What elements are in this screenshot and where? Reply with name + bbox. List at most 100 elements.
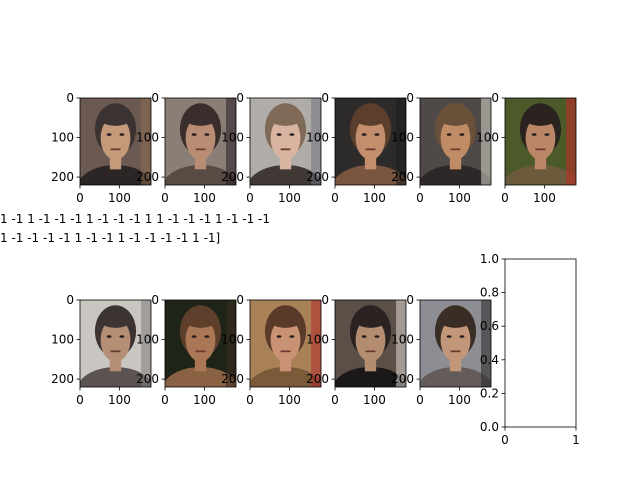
face-photo bbox=[420, 300, 491, 387]
photo-face bbox=[525, 116, 556, 160]
photo-hair-fringe bbox=[523, 108, 558, 126]
photo-background-detail bbox=[141, 300, 151, 387]
photo-neck bbox=[279, 151, 292, 170]
overlay-text-line-2: 1 -1 -1 -1 -1 1 -1 -1 1 -1 -1 -1 -1 1 -1… bbox=[0, 231, 220, 245]
y-tick-label: 100 bbox=[51, 333, 74, 347]
photo-mouth bbox=[280, 148, 291, 151]
photo-neck bbox=[194, 151, 207, 170]
photo-neck bbox=[364, 151, 377, 170]
photo-face bbox=[100, 318, 131, 362]
photo-shoulders bbox=[420, 366, 491, 387]
photo-eye bbox=[119, 133, 125, 136]
y-tick-label: 200 bbox=[136, 170, 159, 184]
empty-axes-panel: 0.0 0.2 0.4 0.6 0.8 1.0 0 1 bbox=[480, 252, 580, 447]
axes-frame bbox=[164, 299, 237, 388]
face-photo bbox=[335, 98, 406, 185]
y-tick-label: 0 bbox=[406, 293, 414, 307]
photo-hair-fringe bbox=[438, 108, 473, 126]
photo-hair-fringe bbox=[268, 310, 303, 328]
photo-shoulders bbox=[165, 366, 236, 387]
photo-background-detail bbox=[311, 300, 321, 387]
photo-eye bbox=[544, 133, 550, 136]
photo-eye bbox=[191, 133, 197, 136]
face-photo bbox=[165, 300, 236, 387]
y-tick-label: 0 bbox=[321, 293, 329, 307]
photo-background-detail bbox=[396, 98, 406, 185]
photo-mouth bbox=[450, 350, 461, 353]
photo-eye bbox=[276, 335, 282, 338]
axes-frame bbox=[419, 97, 492, 186]
x-tick-label: 100 bbox=[363, 393, 386, 407]
y-tick-label: 200 bbox=[51, 372, 74, 386]
face-photo bbox=[250, 300, 321, 387]
y-tick-label: 0 bbox=[406, 91, 414, 105]
x-tick-label: 0 bbox=[76, 393, 84, 407]
photo-neck bbox=[194, 353, 207, 372]
photo-eye bbox=[374, 335, 380, 338]
photo-background-detail bbox=[566, 98, 576, 185]
y-tick-label: 0.6 bbox=[480, 319, 499, 333]
photo-shoulders bbox=[250, 366, 321, 387]
photo-shoulders bbox=[80, 366, 151, 387]
photo-face bbox=[355, 318, 386, 362]
y-tick-label: 1.0 bbox=[480, 252, 499, 266]
photo-eye bbox=[191, 335, 197, 338]
photo-shoulders bbox=[250, 164, 321, 185]
photo-hair-fringe bbox=[98, 310, 133, 328]
face-photo bbox=[335, 300, 406, 387]
photo-face bbox=[440, 116, 471, 160]
x-tick-label: 100 bbox=[278, 191, 301, 205]
y-tick-label: 0 bbox=[321, 91, 329, 105]
face-image-panel: 0 100 0 100 bbox=[476, 91, 577, 205]
photo-mouth bbox=[110, 350, 121, 353]
x-tick-label: 0 bbox=[161, 393, 169, 407]
photo-shoulders bbox=[335, 366, 406, 387]
photo-background-detail bbox=[311, 98, 321, 185]
y-tick-label: 100 bbox=[136, 131, 159, 145]
photo-neck bbox=[449, 151, 462, 170]
y-tick-label: 100 bbox=[221, 333, 244, 347]
photo-shoulders bbox=[165, 164, 236, 185]
photo-hair-fringe bbox=[353, 310, 388, 328]
photo-shoulders bbox=[505, 164, 576, 185]
photo-hair-fringe bbox=[353, 108, 388, 126]
y-tick-label: 0 bbox=[151, 91, 159, 105]
y-tick-label: 100 bbox=[391, 333, 414, 347]
photo-background-detail bbox=[481, 300, 491, 387]
axes-frame bbox=[79, 97, 152, 186]
photo-hair-fringe bbox=[438, 310, 473, 328]
y-tick-label: 100 bbox=[221, 131, 244, 145]
x-tick-label: 100 bbox=[533, 191, 556, 205]
y-tick-label: 200 bbox=[51, 170, 74, 184]
x-tick-label: 100 bbox=[278, 393, 301, 407]
photo-shoulders bbox=[335, 164, 406, 185]
photo-mouth bbox=[110, 148, 121, 151]
x-tick-label: 100 bbox=[108, 191, 131, 205]
photo-eye bbox=[289, 335, 295, 338]
photo-face bbox=[100, 116, 131, 160]
x-tick-label: 100 bbox=[193, 191, 216, 205]
photo-mouth bbox=[365, 148, 376, 151]
x-tick-label: 100 bbox=[448, 191, 471, 205]
axes-frame bbox=[334, 97, 407, 186]
x-tick-label: 1 bbox=[572, 433, 580, 447]
axes-frame bbox=[504, 97, 577, 186]
x-tick-label: 0 bbox=[246, 393, 254, 407]
axes-frame bbox=[504, 258, 577, 428]
photo-eye bbox=[361, 133, 367, 136]
photo-background-detail bbox=[396, 300, 406, 387]
x-tick-label: 0 bbox=[331, 191, 339, 205]
photo-eye bbox=[459, 133, 465, 136]
y-tick-label: 200 bbox=[306, 372, 329, 386]
photo-face bbox=[185, 318, 216, 362]
photo-face bbox=[270, 318, 301, 362]
